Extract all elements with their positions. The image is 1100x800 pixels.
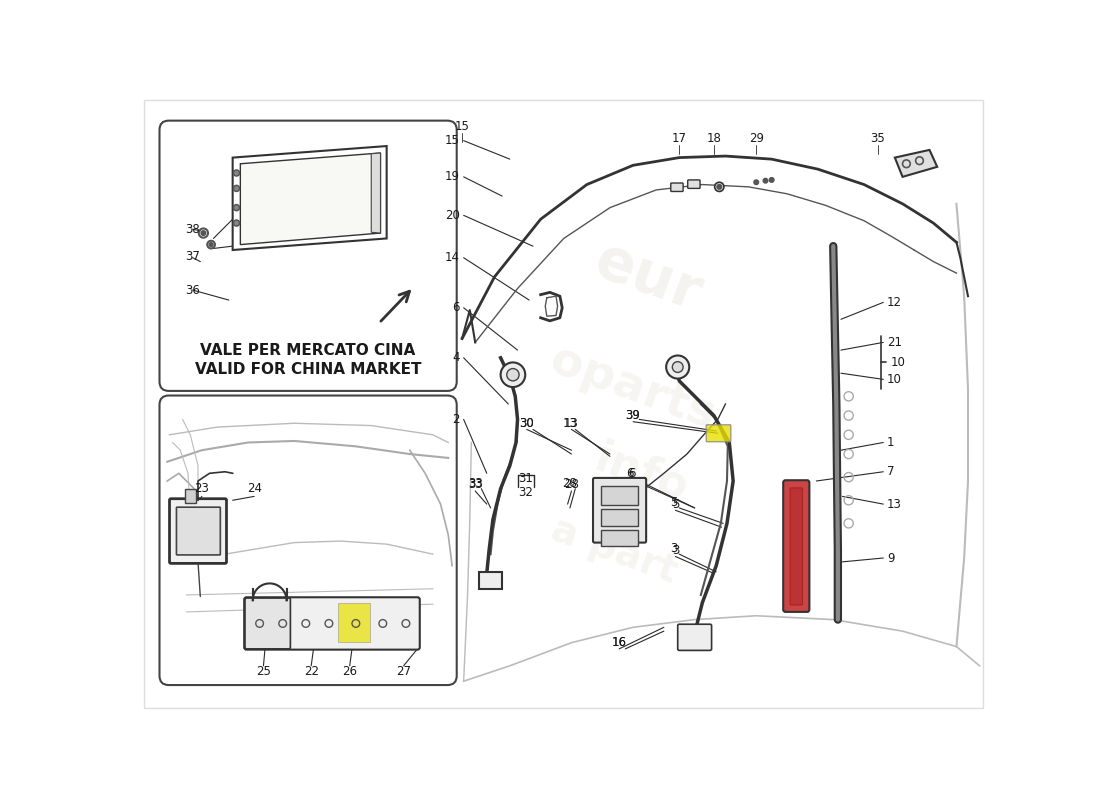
Text: 4: 4 <box>452 351 460 364</box>
FancyBboxPatch shape <box>790 488 803 605</box>
Circle shape <box>235 187 238 190</box>
Text: 2: 2 <box>452 413 460 426</box>
FancyBboxPatch shape <box>244 598 420 650</box>
Text: 19: 19 <box>444 170 460 183</box>
FancyBboxPatch shape <box>176 507 220 555</box>
Text: 3: 3 <box>670 542 678 555</box>
Circle shape <box>233 220 240 226</box>
FancyBboxPatch shape <box>706 425 730 442</box>
Text: 23: 23 <box>195 482 209 495</box>
Circle shape <box>233 186 240 191</box>
Text: 3: 3 <box>672 544 679 557</box>
FancyBboxPatch shape <box>245 598 290 649</box>
Text: 5: 5 <box>670 496 678 509</box>
Circle shape <box>235 171 238 174</box>
Text: 18: 18 <box>706 132 722 145</box>
Text: info: info <box>587 437 694 510</box>
Circle shape <box>235 206 238 209</box>
Circle shape <box>672 362 683 373</box>
Text: 25: 25 <box>256 666 271 678</box>
Text: 5: 5 <box>672 498 679 510</box>
Text: 27: 27 <box>396 666 411 678</box>
Text: VALE PER MERCATO CINA: VALE PER MERCATO CINA <box>200 342 416 358</box>
Polygon shape <box>895 150 937 177</box>
Text: 21: 21 <box>887 336 902 349</box>
Text: 16: 16 <box>612 636 627 650</box>
Bar <box>480 572 502 589</box>
Circle shape <box>507 369 519 381</box>
Circle shape <box>715 182 724 191</box>
FancyBboxPatch shape <box>678 624 712 650</box>
Text: oparts: oparts <box>544 338 722 439</box>
Text: 28: 28 <box>562 477 578 490</box>
Text: 15: 15 <box>444 134 460 147</box>
Circle shape <box>763 178 768 183</box>
Text: 31: 31 <box>518 472 532 485</box>
FancyBboxPatch shape <box>338 603 371 642</box>
Text: 10: 10 <box>891 356 906 369</box>
FancyBboxPatch shape <box>671 183 683 191</box>
Circle shape <box>769 178 774 182</box>
Circle shape <box>717 185 722 189</box>
Text: 24: 24 <box>246 482 262 495</box>
Text: 22: 22 <box>304 666 319 678</box>
Text: 6: 6 <box>626 467 634 480</box>
Circle shape <box>233 205 240 210</box>
Text: 14: 14 <box>444 251 460 264</box>
Circle shape <box>209 242 213 246</box>
Text: a part: a part <box>546 510 682 590</box>
FancyBboxPatch shape <box>169 498 227 563</box>
Text: 30: 30 <box>519 417 535 430</box>
FancyBboxPatch shape <box>602 486 638 505</box>
Text: 39: 39 <box>626 409 640 422</box>
Polygon shape <box>233 146 387 250</box>
FancyBboxPatch shape <box>160 395 456 685</box>
Text: 37: 37 <box>185 250 200 262</box>
Text: 13: 13 <box>887 498 902 510</box>
Text: 20: 20 <box>444 209 460 222</box>
Circle shape <box>500 362 526 387</box>
Text: 29: 29 <box>749 132 763 145</box>
Text: VALID FOR CHINA MARKET: VALID FOR CHINA MARKET <box>195 362 421 377</box>
Text: 35: 35 <box>870 132 886 145</box>
Text: 15: 15 <box>454 120 470 134</box>
Text: 7: 7 <box>887 466 894 478</box>
Text: 30: 30 <box>519 417 535 430</box>
Text: 17: 17 <box>672 132 686 145</box>
FancyBboxPatch shape <box>160 121 456 391</box>
Text: 33: 33 <box>468 477 483 490</box>
Text: eur: eur <box>587 231 710 322</box>
FancyBboxPatch shape <box>688 180 700 188</box>
Text: 9: 9 <box>887 551 894 565</box>
FancyBboxPatch shape <box>602 530 638 546</box>
Text: 16: 16 <box>612 636 627 650</box>
Text: 1: 1 <box>887 436 894 449</box>
Text: 6: 6 <box>452 302 460 314</box>
Text: 28: 28 <box>564 478 579 491</box>
Text: 36: 36 <box>185 283 200 297</box>
Circle shape <box>667 355 690 378</box>
Polygon shape <box>241 153 381 245</box>
Text: 12: 12 <box>887 296 902 309</box>
Circle shape <box>201 230 206 235</box>
Text: 26: 26 <box>342 666 358 678</box>
Text: 13: 13 <box>564 417 579 430</box>
Polygon shape <box>372 153 381 233</box>
FancyBboxPatch shape <box>783 480 810 612</box>
FancyBboxPatch shape <box>593 478 646 542</box>
Text: 33: 33 <box>468 478 483 491</box>
Text: 13: 13 <box>562 417 578 430</box>
Text: 39: 39 <box>626 409 640 422</box>
FancyBboxPatch shape <box>185 489 197 502</box>
FancyBboxPatch shape <box>602 510 638 526</box>
Circle shape <box>235 222 238 225</box>
Circle shape <box>233 170 240 176</box>
Circle shape <box>754 180 759 185</box>
Text: 6: 6 <box>628 467 636 480</box>
Text: 38: 38 <box>185 222 200 236</box>
Text: 10: 10 <box>887 373 902 386</box>
Text: 32: 32 <box>518 486 532 499</box>
